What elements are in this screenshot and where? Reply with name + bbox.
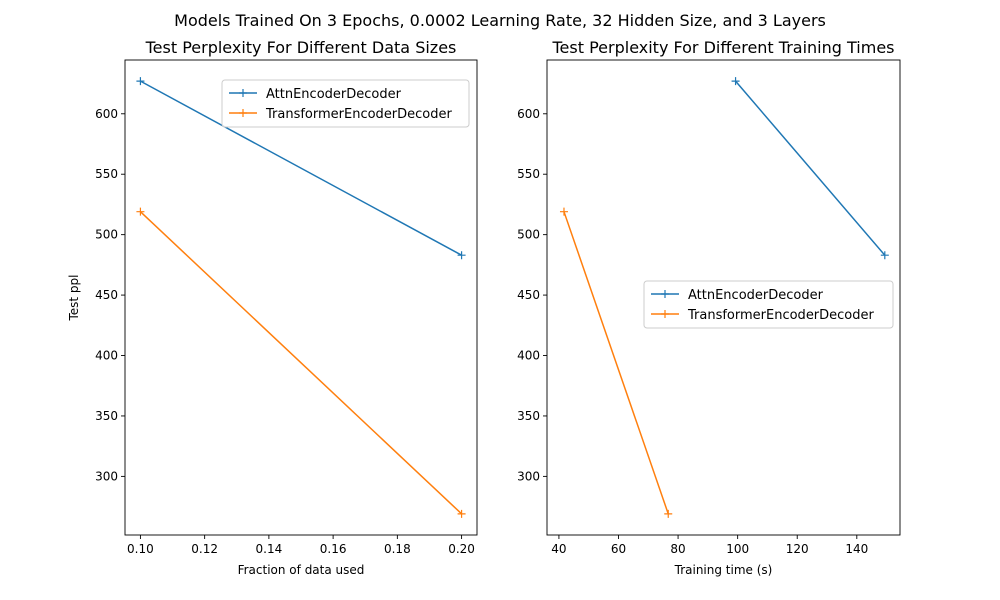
legend-label: TransformerEncoderDecoder (265, 107, 453, 122)
y-tick-label: 400 (517, 349, 540, 363)
data-point-marker (136, 207, 145, 216)
data-point-marker (559, 207, 568, 216)
axes-frame (546, 59, 901, 536)
x-tick-label: 0.10 (127, 542, 154, 556)
y-tick-label: 450 (517, 288, 540, 302)
data-point-marker (880, 251, 889, 260)
series-line-attn (734, 80, 886, 256)
legend-label: TransformerEncoderDecoder (687, 308, 875, 323)
x-tick-label: 140 (845, 542, 868, 556)
x-tick-label: 0.18 (384, 542, 411, 556)
x-tick-label: 0.12 (191, 542, 218, 556)
data-point-marker (664, 509, 673, 518)
legend: AttnEncoderDecoder TransformerEncoderDeco… (221, 79, 470, 128)
chart-training-times: Test Perplexity For Different Training T… (517, 38, 901, 577)
x-axis-label: Fraction of data used (238, 563, 365, 577)
y-tick-label: 400 (95, 349, 118, 363)
series-line-transformer (563, 211, 669, 515)
y-tick-label: 600 (517, 107, 540, 121)
x-tick-label: 100 (726, 542, 749, 556)
series-line-attn (140, 80, 462, 256)
legend: AttnEncoderDecoder TransformerEncoderDeco… (643, 280, 894, 329)
y-tick-label: 600 (95, 107, 118, 121)
y-tick-label: 350 (517, 409, 540, 423)
legend-label: AttnEncoderDecoder (688, 288, 824, 303)
legend-box (221, 79, 470, 128)
x-tick-label: 60 (611, 542, 626, 556)
legend-marker (239, 89, 247, 97)
y-tick-label: 550 (95, 167, 118, 181)
x-tick-label: 80 (670, 542, 685, 556)
chart-title: Test Perplexity For Different Data Sizes (145, 38, 457, 57)
series-line-transformer (139, 211, 463, 515)
y-tick-label: 300 (517, 469, 540, 483)
data-point-marker (136, 77, 145, 86)
y-tick-label: 450 (95, 288, 118, 302)
y-tick-label: 500 (95, 228, 118, 242)
y-axis-label: Test ppl (67, 274, 81, 321)
y-tick-label: 300 (95, 469, 118, 483)
y-tick-label: 350 (95, 409, 118, 423)
chart-data-sizes: Test Perplexity For Different Data Sizes… (67, 38, 478, 577)
legend-box (643, 280, 894, 329)
legend-marker (661, 310, 669, 318)
axes-frame (124, 59, 478, 536)
data-point-marker (731, 77, 740, 86)
x-axis-label: Training time (s) (674, 563, 773, 577)
x-tick-label: 0.20 (448, 542, 475, 556)
data-point-marker (457, 251, 466, 260)
chart-title: Test Perplexity For Different Training T… (552, 38, 895, 57)
legend-marker (661, 290, 669, 298)
x-tick-label: 0.16 (320, 542, 347, 556)
y-tick-label: 550 (517, 167, 540, 181)
legend-label: AttnEncoderDecoder (266, 87, 402, 102)
figure-suptitle: Models Trained On 3 Epochs, 0.0002 Learn… (174, 11, 826, 30)
x-tick-label: 0.14 (256, 542, 283, 556)
legend-marker (239, 109, 247, 117)
x-tick-label: 40 (551, 542, 566, 556)
y-tick-label: 500 (517, 228, 540, 242)
data-point-marker (457, 509, 466, 518)
x-tick-label: 120 (786, 542, 809, 556)
